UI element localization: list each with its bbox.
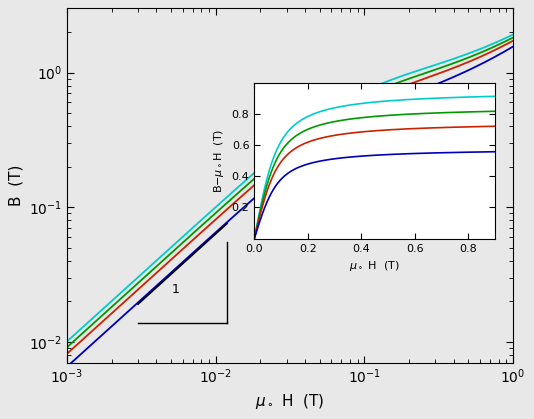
X-axis label: $\mu_\circ$ H  (T): $\mu_\circ$ H (T) <box>255 392 325 411</box>
Text: 1: 1 <box>172 283 180 296</box>
Y-axis label: B  (T): B (T) <box>9 165 23 206</box>
